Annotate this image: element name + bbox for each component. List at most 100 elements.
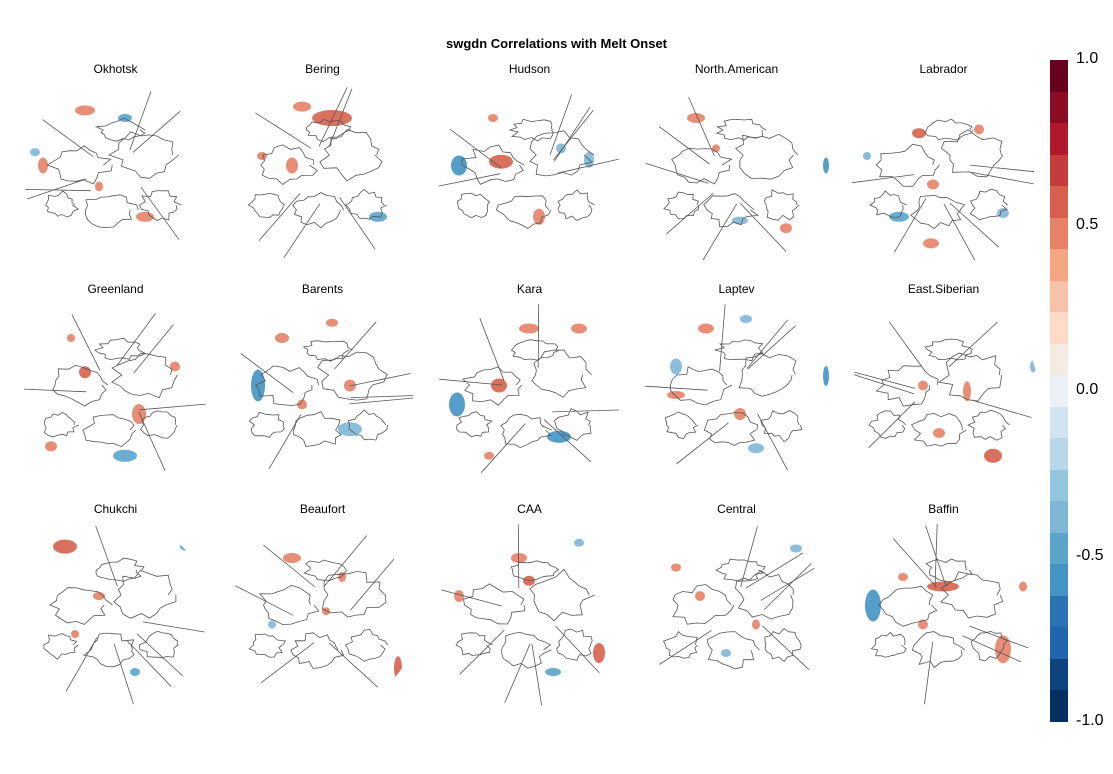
colorbar-segment (1050, 154, 1068, 187)
correlation-patch (721, 649, 731, 657)
panel-title: Hudson (508, 62, 551, 76)
panel-title: Laptev (718, 282, 755, 296)
map-panel: Kara (426, 278, 633, 498)
correlation-patch (268, 620, 276, 629)
correlation-patch (695, 591, 705, 601)
colorbar-segment (1050, 123, 1068, 156)
correlation-patch (1019, 581, 1027, 592)
correlation-patch (923, 238, 939, 249)
correlation-patch (547, 430, 571, 443)
correlation-patch (511, 553, 527, 563)
correlation-patch (732, 216, 748, 225)
panel-title: Beaufort (299, 502, 346, 516)
polar-map (852, 118, 1035, 261)
colorbar-segment (1050, 91, 1068, 124)
colorbar-segment (1050, 595, 1068, 628)
coastline (240, 321, 414, 470)
colorbar-segment (1050, 312, 1068, 345)
map-panel: Labrador (840, 58, 1047, 278)
correlation-patch (451, 155, 467, 176)
coastline (247, 87, 387, 259)
panel-title: Kara (516, 282, 543, 296)
correlation-patch (1030, 360, 1036, 373)
correlation-patch (927, 179, 939, 190)
correlation-patch (912, 128, 926, 139)
correlation-patch (45, 441, 57, 452)
panel-title: East.Siberian (907, 282, 980, 296)
map-panel: Okhotsk (12, 58, 219, 278)
coastline (235, 535, 395, 688)
colorbar-segment (1050, 564, 1068, 597)
map-panel: Baffin (840, 498, 1047, 718)
colorbar-segment (1050, 186, 1068, 219)
correlation-patch (488, 114, 498, 122)
coastline (23, 313, 206, 472)
polar-map (24, 91, 182, 241)
coastline (853, 321, 1032, 449)
correlation-patch (75, 105, 95, 116)
correlation-patch (312, 110, 352, 126)
correlation-patch (38, 157, 48, 174)
correlation-patch (136, 211, 154, 222)
correlation-patch (556, 143, 566, 154)
map-panel: Bering (219, 58, 426, 278)
correlation-patch (484, 451, 494, 460)
colorbar-segment (1050, 469, 1068, 502)
polar-map (645, 304, 829, 471)
correlation-patch (752, 619, 760, 630)
correlation-patch (113, 449, 137, 462)
correlation-patch (257, 152, 267, 160)
colorbar-segment (1050, 217, 1068, 250)
map-panel: East.Siberian (840, 278, 1047, 498)
correlation-patch (71, 630, 79, 638)
correlation-patch (671, 563, 681, 572)
colorbar (1050, 60, 1068, 723)
coastline (43, 525, 205, 705)
panel-title: Bering (305, 62, 340, 76)
coastline (645, 96, 800, 261)
correlation-patch (293, 101, 311, 112)
correlation-patch (533, 208, 545, 225)
coastline (659, 526, 815, 670)
colorbar-tick-label: -1.0 (1076, 712, 1104, 729)
polar-map (853, 321, 1036, 463)
colorbar-segment (1050, 690, 1068, 723)
colorbar-segment (1050, 532, 1068, 565)
colorbar-segment (1050, 343, 1068, 376)
correlation-patch (53, 539, 77, 554)
correlation-patch (454, 590, 464, 602)
colorbar-tick-label: -0.5 (1076, 546, 1104, 564)
coastline (852, 118, 1035, 261)
polar-map (247, 87, 387, 259)
correlation-patch (865, 589, 881, 622)
correlation-patch (275, 333, 289, 343)
colorbar-segment (1050, 375, 1068, 408)
polar-map (865, 523, 1029, 705)
correlation-patch (933, 428, 945, 438)
correlation-patch (132, 404, 146, 424)
map-panel: Hudson (426, 58, 633, 278)
colorbar-tick-label: 1.0 (1076, 50, 1099, 67)
correlation-patch (593, 643, 605, 663)
correlation-patch (170, 361, 180, 372)
polar-map (240, 318, 414, 470)
correlation-patch (670, 358, 682, 375)
correlation-patch (740, 315, 752, 323)
correlation-patch (297, 399, 307, 410)
map-panel: Greenland (12, 278, 219, 498)
correlation-patch (180, 542, 190, 551)
polar-map (441, 524, 605, 706)
correlation-patch (984, 448, 1002, 463)
polar-map (645, 96, 829, 261)
correlation-patch (322, 607, 330, 616)
panel-title: Baffin (928, 502, 959, 516)
correlation-patch (286, 157, 298, 174)
panel-title: Greenland (87, 282, 144, 296)
correlation-patch (748, 443, 764, 454)
correlation-patch (93, 592, 105, 600)
map-panel: Laptev (633, 278, 840, 498)
colorbar-segment (1050, 249, 1068, 282)
correlation-patch (489, 154, 513, 169)
colorbar-segment (1050, 627, 1068, 660)
correlation-patch (571, 323, 587, 334)
